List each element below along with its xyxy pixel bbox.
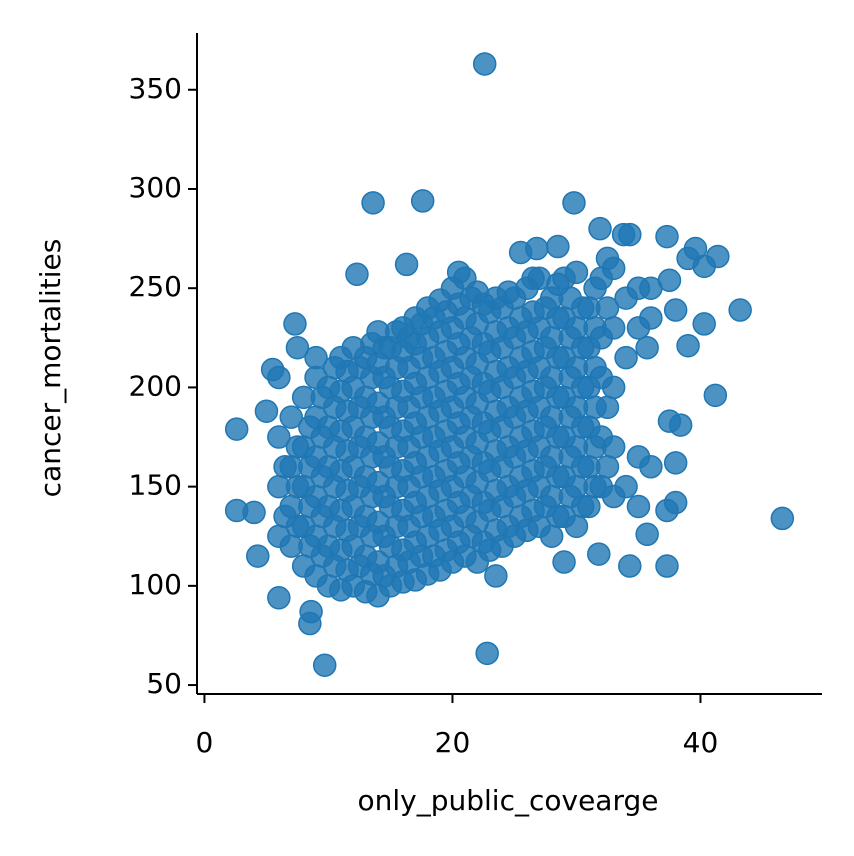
point [246,544,270,568]
point [614,474,638,499]
x-tick-label: 20 [435,726,471,759]
point [564,514,589,539]
point [564,260,589,285]
point [618,554,642,578]
point [595,395,620,420]
point [279,405,303,429]
point [285,335,310,360]
point [655,554,679,578]
point [546,234,570,259]
point [626,494,651,519]
point [254,399,279,423]
y-tick-label: 100 [129,568,182,601]
point [657,268,682,293]
point [655,224,679,249]
point [267,425,291,449]
point [663,298,688,322]
y-tick-label: 200 [129,369,182,402]
x-tick-label: 0 [196,726,214,759]
point [601,435,626,459]
point [283,312,307,336]
point [728,298,752,322]
point [475,641,499,666]
point [525,236,549,261]
point [588,216,612,241]
point [703,383,728,408]
point [618,222,642,247]
point [472,52,497,76]
y-tick-label: 150 [129,469,182,502]
point [676,333,700,358]
point [267,365,291,390]
point [267,586,291,610]
point [601,256,626,281]
point [345,262,369,287]
point [552,550,576,574]
point [601,375,626,400]
point [361,191,385,215]
point [577,494,601,519]
point [635,522,659,547]
point [242,500,266,525]
point [663,451,688,475]
y-tick-label: 300 [129,171,182,204]
point [692,312,716,336]
y-axis-label: cancer_mortalities [34,239,67,498]
point [539,524,564,548]
point [595,455,620,479]
x-tick-label: 40 [683,726,719,759]
point [770,506,795,531]
point [706,244,730,269]
point [639,455,663,479]
point [484,564,508,588]
point [224,417,249,441]
point [639,306,663,330]
point [601,316,626,340]
x-axis-label: only_public_covearge [358,784,659,817]
point [587,542,611,566]
point [668,413,693,437]
point [299,599,323,624]
y-tick-label: 50 [146,667,182,700]
y-tick-label: 250 [129,270,182,303]
point [410,189,435,213]
point [635,335,659,360]
y-tick-label: 350 [129,72,182,105]
point [663,490,688,515]
point [614,345,638,370]
point [562,191,586,215]
point [394,252,419,277]
point [312,653,337,677]
